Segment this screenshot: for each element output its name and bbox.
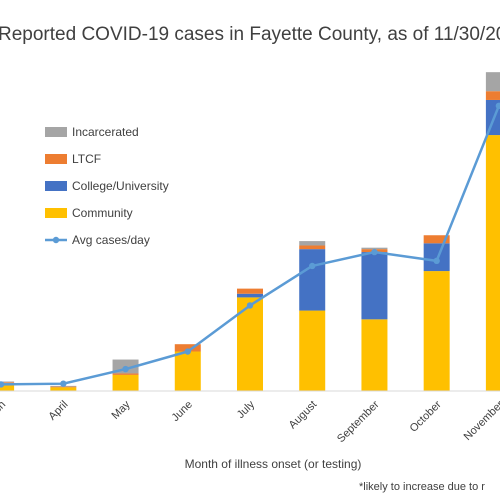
bar-community-june	[174, 351, 201, 391]
x-tick-label-march: March	[0, 399, 8, 429]
point-avg-cases-day-october	[433, 257, 440, 265]
x-tick-label-november: November	[462, 398, 500, 443]
legend-label-community: Community	[72, 206, 133, 220]
point-avg-cases-day-may	[122, 365, 129, 373]
bar-incarcerated-march	[0, 381, 15, 383]
legend-swatch-community	[45, 208, 67, 218]
bar-college-university-august	[299, 249, 326, 311]
legend-swatch-ltcf	[45, 154, 67, 164]
x-tick-label-october: October	[408, 398, 444, 434]
x-tick-label-april: April	[46, 399, 70, 423]
legend-swatch-incarcerated	[45, 127, 67, 137]
bar-community-may	[112, 374, 139, 391]
bar-ltcf-november	[485, 91, 500, 100]
bar-incarcerated-august	[299, 241, 326, 246]
bar-ltcf-august	[299, 245, 326, 250]
legend: Incarcerated LTCF College/University Commun…	[45, 125, 169, 247]
bar-ltcf-june	[174, 344, 201, 352]
point-avg-cases-day-august	[309, 262, 316, 270]
bar-community-april	[50, 387, 77, 391]
bar-college-university-september	[361, 252, 388, 320]
bar-community-march	[0, 382, 15, 391]
bar-college-university-october	[423, 243, 450, 272]
bar-ltcf-october	[423, 235, 450, 244]
legend-label-college-university: College/University	[72, 179, 169, 193]
legend-marker-avg-cases-day	[52, 236, 60, 244]
legend-label-ltcf: LTCF	[72, 152, 101, 166]
point-avg-cases-day-november	[495, 102, 500, 110]
point-avg-cases-day-june	[184, 348, 191, 355]
x-axis: March April May June July August September Octo…	[0, 390, 500, 445]
legend-label-avg-cases-day: Avg cases/day	[72, 233, 150, 247]
footnote: *likely to increase due to r	[359, 481, 485, 493]
bar-community-september	[361, 319, 388, 391]
bar-ltcf-march	[0, 382, 15, 383]
x-tick-label-august: August	[287, 399, 320, 432]
bar-ltcf-july	[237, 288, 263, 294]
point-avg-cases-day-september	[371, 248, 378, 256]
chart-title: Reported COVID-19 cases in Fayette Count…	[0, 24, 500, 45]
x-tick-label-may: May	[109, 398, 133, 422]
bar-community-november	[485, 135, 500, 391]
x-axis-title: Month of illness onset (or testing)	[185, 457, 362, 471]
x-tick-label-july: July	[235, 398, 258, 421]
x-tick-label-june: June	[170, 399, 195, 424]
bar-community-october	[423, 271, 450, 391]
point-avg-cases-day-july	[246, 302, 254, 309]
bar-incarcerated-november	[485, 72, 500, 92]
x-tick-label-september: September	[335, 398, 382, 445]
legend-swatch-college-university	[45, 181, 67, 191]
bar-ltcf-may	[112, 373, 139, 375]
bars-layer	[0, 72, 500, 391]
bar-incarcerated-september	[361, 247, 388, 250]
bar-college-university-july	[237, 293, 263, 298]
line-layer	[0, 102, 500, 388]
bar-community-august	[299, 310, 326, 391]
bar-ltcf-april	[50, 386, 77, 388]
point-avg-cases-day-march	[0, 381, 5, 388]
point-avg-cases-day-april	[60, 380, 67, 387]
legend-label-incarcerated: Incarcerated	[72, 125, 139, 139]
